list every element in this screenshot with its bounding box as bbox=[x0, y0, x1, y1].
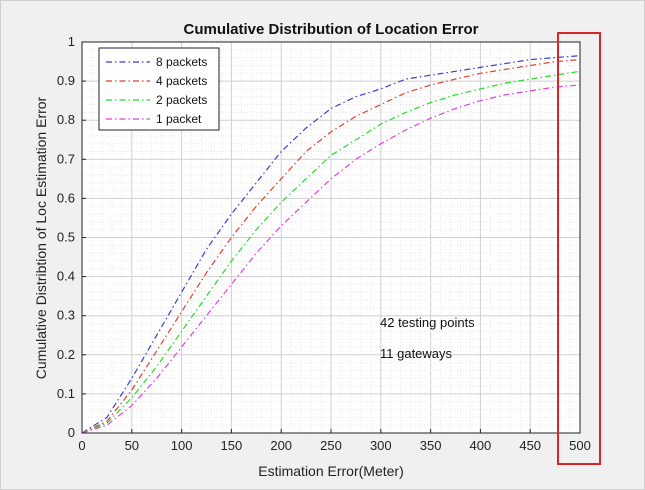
y-tick-label: 0.4 bbox=[57, 269, 75, 284]
y-tick-label: 0.8 bbox=[57, 112, 75, 127]
x-tick-label: 200 bbox=[270, 438, 292, 453]
series-lines bbox=[81, 55, 581, 434]
y-tick-label: 0.9 bbox=[57, 73, 75, 88]
y-tick-label: 0.5 bbox=[57, 230, 75, 245]
annotation-gateways: 11 gateways bbox=[380, 346, 453, 361]
series-line-4-packets bbox=[81, 59, 581, 434]
legend-label: 1 packet bbox=[156, 112, 202, 126]
x-tick-label: 0 bbox=[78, 438, 85, 453]
ticks: 0 50 100 150 200 250 300 350 400 450 500 0 0.1 0.2 0.3… bbox=[57, 34, 591, 453]
y-tick-label: 0.7 bbox=[57, 151, 75, 166]
legend-label: 2 packets bbox=[156, 93, 207, 107]
y-tick-label: 1 bbox=[68, 34, 75, 49]
series-line-2-packets bbox=[81, 70, 581, 434]
y-tick-label: 0.6 bbox=[57, 190, 75, 205]
legend-label: 4 packets bbox=[156, 74, 207, 88]
x-tick-label: 450 bbox=[519, 438, 541, 453]
x-axis-label: Estimation Error(Meter) bbox=[258, 463, 403, 479]
plot-frame bbox=[81, 41, 581, 434]
x-tick-label: 250 bbox=[320, 438, 342, 453]
y-tick-label: 0.2 bbox=[57, 347, 75, 362]
x-tick-label: 100 bbox=[171, 438, 193, 453]
legend-label: 8 packets bbox=[156, 55, 207, 69]
y-tick-label: 0 bbox=[68, 425, 75, 440]
legend-box bbox=[98, 47, 220, 131]
y-tick-label: 0.3 bbox=[57, 308, 75, 323]
x-tick-label: 400 bbox=[470, 438, 492, 453]
highlight-box bbox=[557, 32, 601, 465]
x-tick-label: 300 bbox=[370, 438, 392, 453]
y-tick-label: 0.1 bbox=[57, 386, 75, 401]
x-tick-label: 150 bbox=[221, 438, 243, 453]
annotation-testing-points: 42 testing points bbox=[380, 315, 475, 330]
chart-title: Cumulative Distribution of Location Erro… bbox=[183, 21, 478, 38]
legend: 8 packets 4 packets 2 packets 1 packet bbox=[98, 47, 220, 131]
x-tick-label: 50 bbox=[125, 438, 139, 453]
series-line-1-packet bbox=[81, 84, 581, 434]
grid bbox=[81, 41, 581, 434]
x-tick-label: 500 bbox=[569, 438, 591, 453]
y-axis-label: Cumulative Distribtion of Loc Estimation… bbox=[33, 96, 49, 379]
x-tick-label: 350 bbox=[420, 438, 442, 453]
